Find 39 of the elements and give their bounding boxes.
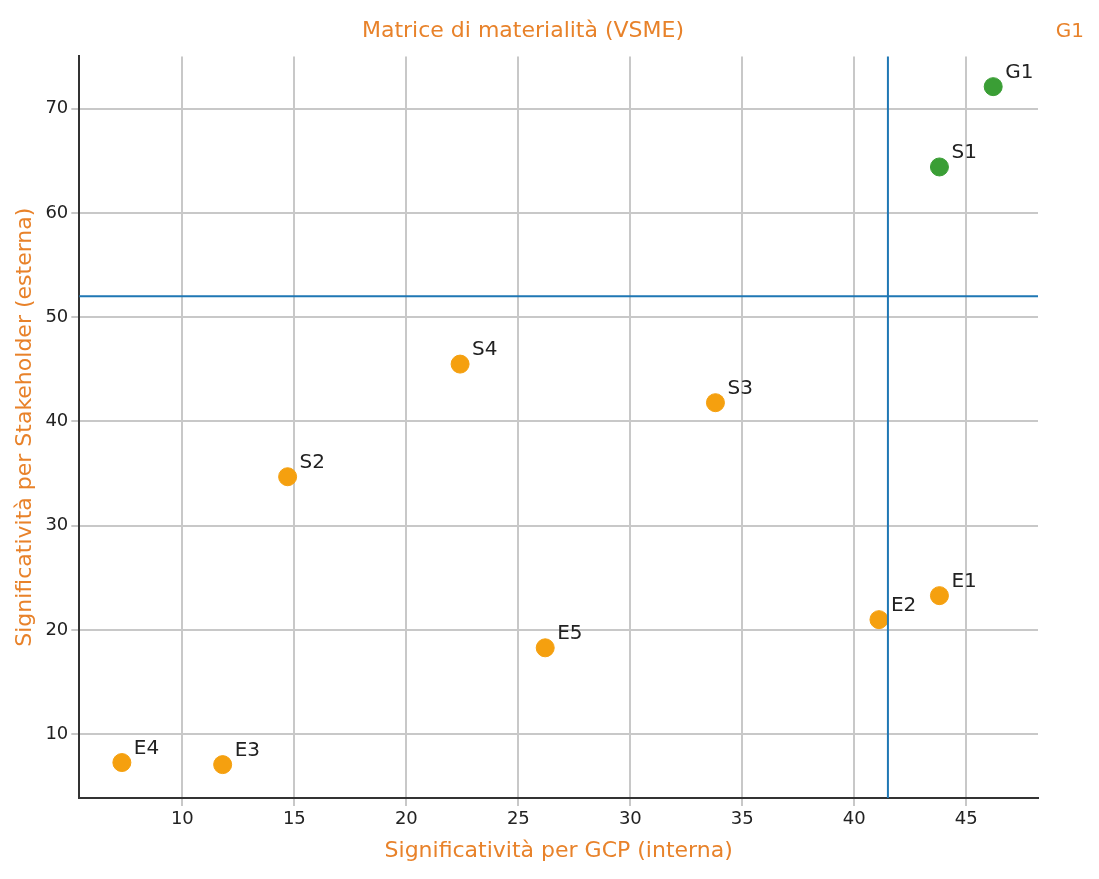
y-tick-label: 60 bbox=[45, 200, 69, 222]
point bbox=[112, 753, 132, 773]
point bbox=[983, 77, 1003, 97]
y-tick-label: 40 bbox=[45, 409, 69, 431]
annotation: S4 bbox=[472, 336, 498, 361]
annotation: E3 bbox=[234, 736, 261, 761]
x-tick-label: 40 bbox=[842, 807, 866, 829]
y-axis-title: Significatività per Stakeholder (esterna) bbox=[10, 207, 36, 647]
point bbox=[705, 393, 725, 413]
x-tick-label: 30 bbox=[618, 807, 642, 829]
point bbox=[213, 755, 233, 775]
annotation: E5 bbox=[557, 620, 583, 645]
point bbox=[535, 638, 555, 658]
annotation: S3 bbox=[727, 374, 753, 399]
point bbox=[869, 610, 889, 630]
x-tick-label: 10 bbox=[170, 807, 194, 829]
x-tick-label: 35 bbox=[730, 807, 754, 829]
annotation: E4 bbox=[133, 734, 160, 759]
annotation: E2 bbox=[890, 591, 917, 616]
annotation: G1 bbox=[1005, 58, 1034, 83]
chart-title: Matrice di materialità (VSME) bbox=[361, 16, 685, 42]
annotation: S1 bbox=[951, 139, 977, 164]
y-tick-label: 30 bbox=[45, 513, 69, 535]
y-tick-label: 20 bbox=[45, 617, 69, 639]
point bbox=[278, 467, 298, 487]
annotation: E1 bbox=[951, 567, 977, 592]
x-tick-label: 20 bbox=[394, 807, 418, 829]
x-tick-label: 25 bbox=[506, 807, 530, 829]
x-tick-label: 15 bbox=[282, 807, 306, 829]
x-axis-title: Significatività per GCP (interna) bbox=[384, 836, 733, 862]
text: G1 bbox=[1055, 18, 1084, 43]
point bbox=[929, 586, 949, 606]
annotation: S2 bbox=[299, 448, 326, 473]
y-tick-label: 10 bbox=[45, 722, 69, 744]
y-tick-label: 50 bbox=[45, 304, 69, 326]
x-tick-label: 45 bbox=[954, 807, 978, 829]
y-tick-label: 70 bbox=[45, 96, 69, 118]
point bbox=[929, 157, 949, 177]
point bbox=[450, 354, 470, 374]
